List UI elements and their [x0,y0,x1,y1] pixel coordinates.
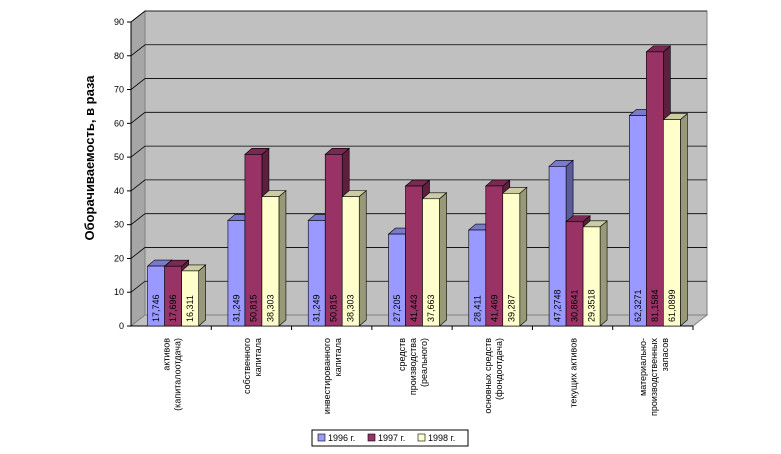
category-label: собственногокапитала [242,338,263,394]
data-label: 62,3271 [633,289,643,322]
data-label: 29,3518 [587,289,597,322]
category-label-line: инвестированного [322,338,332,414]
bar [341,189,368,327]
category-label-line: средств [397,338,407,371]
category-label-line: активов [162,338,172,371]
data-label: 30,8641 [570,289,580,322]
data-label: 16,311 [185,295,195,322]
bar-side [599,220,608,327]
category-label-line: (капиталоотдача) [173,338,183,411]
bar-front [341,196,360,327]
bar-side [680,112,688,327]
data-label: 41,469 [489,294,499,322]
bar-front [646,51,664,327]
data-label: 61,0899 [667,289,677,322]
y-tick-label: 80 [114,51,124,61]
data-label: 47,2748 [553,289,563,322]
bar [662,112,689,327]
y-tick-label: 50 [114,152,124,162]
data-label: 38,303 [265,294,275,322]
bar-front [663,119,681,327]
y-tick-label: 60 [114,118,124,128]
legend-swatch [317,433,326,442]
bar-front [261,196,280,327]
gridline [130,10,707,23]
data-label: 81,1584 [650,289,660,322]
category-label: инвестированногокапитала [322,338,343,414]
gridline [130,179,707,192]
category-labels: активов(капиталоотдача) собственногокапит… [162,338,670,416]
bar-side [278,189,287,327]
category-label-line: производственных [649,338,659,416]
legend-entry: 1996 г. [328,433,355,443]
data-label: 17,696 [168,294,178,322]
bar-front [502,192,521,327]
bar-front [181,270,199,327]
legend-swatch [367,433,376,442]
legend: 1996 г. 1997 г. 1998 г. [311,429,469,447]
gridline [130,111,707,124]
bar [261,189,287,327]
data-label: 39,287 [506,294,516,322]
y-tick-label: 30 [114,220,124,230]
y-tick-label: 10 [114,287,124,297]
data-label: 17,746 [151,294,161,322]
legend-entry: 1998 г. [428,433,455,443]
y-tick-label: 70 [114,85,124,95]
side-wall [130,9,146,328]
gridline [130,145,707,158]
bar-front [582,226,601,327]
category-label-line: капитала [333,338,343,376]
data-label: 37,663 [426,294,436,322]
data-label: 41,443 [409,294,419,322]
bar-side [439,192,447,327]
category-label-line: запасов [660,338,670,372]
category-label-line: текущих активов [569,338,579,408]
bar-side [358,189,367,327]
data-label: 31,249 [312,294,322,322]
category-label-line: (фондоотдача) [494,338,504,400]
category-label-line: основных средств [483,338,493,414]
data-label: 28,411 [472,295,482,322]
y-tick-label: 0 [119,321,124,331]
bar-side [519,186,528,327]
y-tick-label: 40 [114,186,124,196]
data-labels: 17,746 17,696 16,311 31,249 50,815 38,303 31,2… [151,289,677,322]
legend-swatch [417,433,426,442]
data-label: 31,249 [231,294,241,322]
category-label: текущих активов [569,338,579,408]
y-tick-label: 20 [114,253,124,263]
data-label: 38,303 [346,294,356,322]
gridline [130,78,707,90]
legend-entry: 1997 г. [378,433,405,443]
category-label: материально-производственныхзапасов [638,338,670,416]
y-axis-label: Оборачиваемость, в раза [82,75,97,241]
legend-box [311,429,469,447]
category-label-line: капитала [253,338,263,376]
data-label: 27,205 [392,294,402,322]
bar [582,220,608,327]
category-label-line: производства [408,338,418,395]
category-label: средствпроизводства(реального) [397,338,429,395]
category-label-line: материально- [638,338,648,396]
data-label: 50,815 [248,294,258,322]
bar [421,192,448,327]
bar [501,186,528,327]
bar-front [422,198,440,327]
category-label: активов(капиталоотдача) [162,338,183,411]
category-label: основных средств(фондоотдача) [483,338,504,414]
data-label: 50,815 [329,294,339,322]
gridline [130,44,707,57]
bars [146,45,689,327]
category-label-line: (реального) [419,338,429,387]
bar [180,264,207,327]
bar-side [198,264,206,327]
category-label-line: собственного [242,338,252,394]
y-tick-label: 90 [114,17,124,27]
